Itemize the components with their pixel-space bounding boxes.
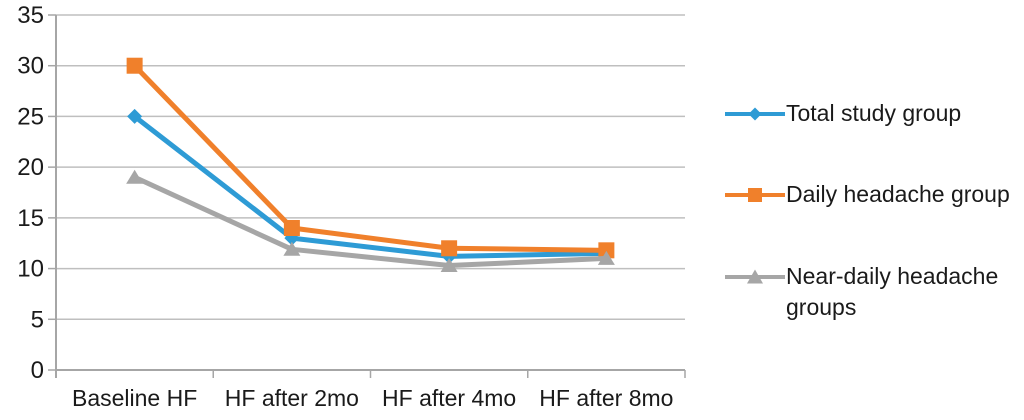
legend-item-total-study-group: Total study group (724, 98, 961, 129)
y-axis-tick-label: 30 (17, 53, 44, 80)
series-near-daily-headache-groups-line (132, 174, 609, 269)
legend-marker-near-daily-headache-groups-icon (724, 266, 786, 288)
y-axis-tick-label: 0 (31, 357, 44, 384)
x-axis-category-label: HF after 2mo (225, 385, 359, 411)
series-daily-headache-group-marker (283, 220, 300, 236)
legend: Total study group Daily headache group N… (724, 0, 1024, 420)
series-near-daily-headache-groups-marker (597, 250, 615, 265)
y-axis-tick-label: 25 (17, 103, 44, 130)
legend-label: Near-daily headache groups (786, 263, 999, 320)
y-axis-tick-label: 20 (17, 154, 44, 181)
series-near-daily-headache-groups-marker (283, 241, 301, 256)
y-axis-tick-label: 15 (17, 205, 44, 232)
legend-item-near-daily-headache-groups: Near-daily headache groups (724, 261, 1021, 323)
y-axis-tick-label: 5 (31, 306, 44, 333)
legend-marker-daily-headache-group-icon (724, 184, 786, 206)
x-axis-category-label: Baseline HF (72, 385, 197, 411)
series-daily-headache-group-line (132, 63, 609, 253)
legend-item-daily-headache-group: Daily headache group (724, 179, 1010, 210)
y-axis-tick-label: 35 (17, 2, 44, 29)
x-axis-category-label: HF after 8mo (539, 385, 673, 411)
series-daily-headache-group-marker (126, 57, 143, 74)
series-total-study-group-marker (127, 108, 143, 124)
series-near-daily-headache-groups-marker (126, 169, 144, 184)
series-daily-headache-group-marker (598, 242, 615, 259)
legend-marker-total-study-group-icon (724, 103, 786, 125)
y-axis-tick-label: 10 (17, 256, 44, 283)
x-axis-category-label: HF after 4mo (382, 385, 516, 411)
series-near-daily-headache-groups-marker (440, 258, 458, 273)
series-total-study-group-line (132, 113, 609, 259)
series-daily-headache-group-marker (441, 240, 458, 257)
legend-label: Total study group (786, 100, 962, 126)
legend-label: Daily headache group (786, 181, 1010, 207)
